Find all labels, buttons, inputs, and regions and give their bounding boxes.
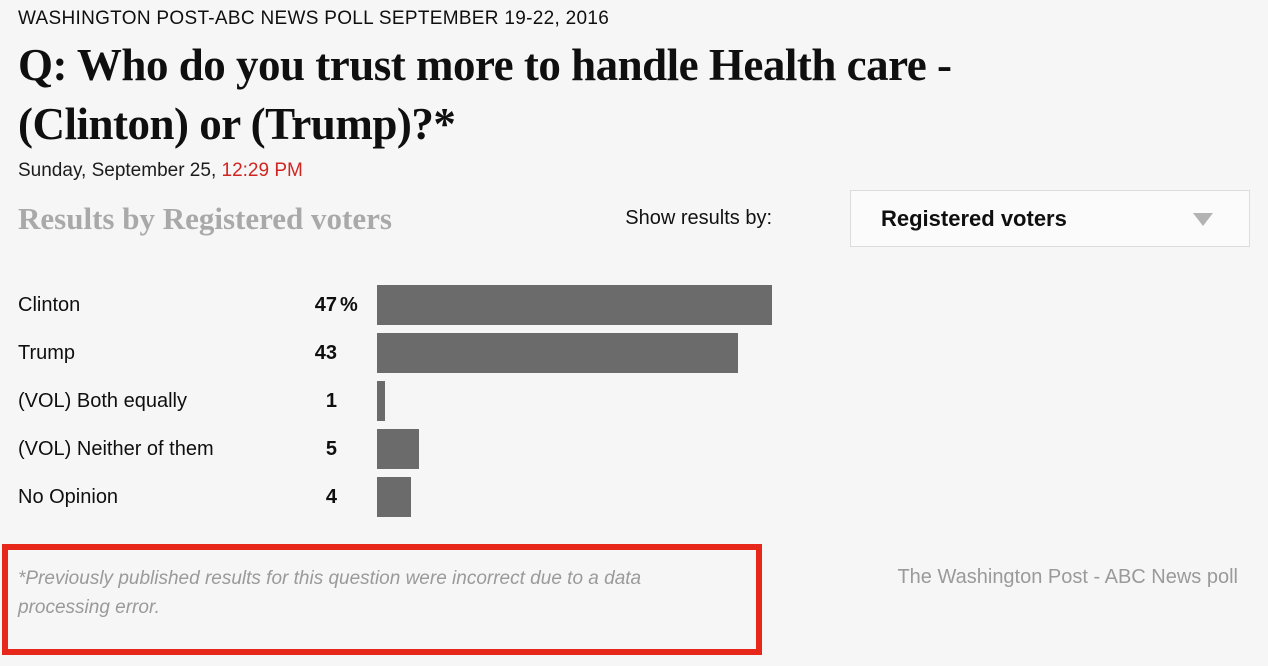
value-suffix: %: [340, 293, 358, 316]
chart-row: Clinton 47%: [18, 285, 1250, 325]
poll-question-title: Q: Who do you trust more to handle Healt…: [18, 40, 952, 149]
poll-bar-chart: Clinton 47% Trump 43 (VOL) Both equally …: [18, 285, 1250, 517]
correction-footnote-text: *Previously published results for this q…: [18, 568, 642, 619]
chart-row: (VOL) Neither of them 5: [18, 429, 1250, 469]
bar-track: [377, 477, 1250, 517]
chart-row: No Opinion 4: [18, 477, 1250, 517]
show-results-by-label: Show results by:: [625, 207, 772, 229]
date-line: Sunday, September 25, 12:29 PM: [18, 160, 1250, 182]
bar: [377, 333, 738, 373]
correction-highlight-box: *Previously published results for this q…: [2, 544, 762, 655]
value-label: 47%: [285, 293, 358, 317]
bar: [377, 429, 419, 469]
category-label: (VOL) Neither of them: [18, 437, 214, 460]
chart-row: Trump 43: [18, 333, 1250, 373]
source-credit: The Washington Post - ABC News poll: [897, 566, 1238, 588]
bar: [377, 477, 411, 517]
value-label: 43: [285, 342, 337, 365]
category-label: Trump: [18, 341, 76, 364]
value-number: 43: [314, 341, 337, 364]
filter-group: Show results by: Registered voters: [625, 190, 1250, 247]
results-filter-dropdown[interactable]: Registered voters: [850, 190, 1250, 247]
results-header-row: Results by Registered voters Show result…: [18, 190, 1250, 247]
chevron-down-icon: [1193, 212, 1213, 226]
bar: [377, 381, 385, 421]
value-number: 5: [325, 437, 337, 460]
value-number: 47: [314, 293, 337, 316]
category-label: (VOL) Both equally: [18, 389, 187, 412]
bottom-row: *Previously published results for this q…: [2, 544, 1250, 655]
dropdown-selected-value: Registered voters: [881, 205, 1067, 231]
value-number: 1: [325, 389, 337, 412]
chart-row: (VOL) Both equally 1: [18, 381, 1250, 421]
poll-kicker: WASHINGTON POST-ABC NEWS POLL SEPTEMBER …: [18, 8, 610, 29]
value-number: 4: [325, 485, 337, 508]
bar-track: [377, 333, 1250, 373]
bar-track: [377, 429, 1250, 469]
value-label: 4: [285, 486, 337, 509]
value-label: 5: [285, 438, 337, 461]
results-by-heading: Results by Registered voters: [18, 200, 392, 236]
bar-track: [377, 381, 1250, 421]
timestamp: 12:29 PM: [221, 160, 303, 181]
bar: [377, 285, 772, 325]
bar-track: [377, 285, 1250, 325]
category-label: No Opinion: [18, 485, 119, 508]
category-label: Clinton: [18, 293, 81, 316]
value-label: 1: [285, 390, 337, 413]
date-text: Sunday, September 25,: [18, 160, 222, 181]
